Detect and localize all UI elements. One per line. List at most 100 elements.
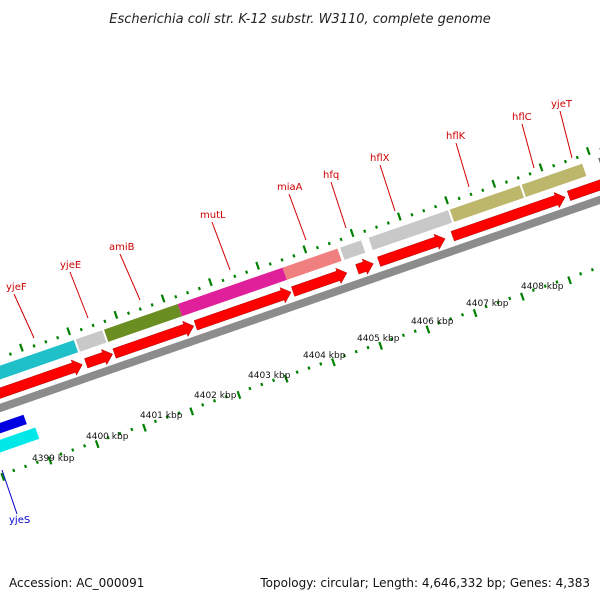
ruler-tick <box>401 333 405 338</box>
scale-tick <box>363 229 367 233</box>
scale-tick <box>434 204 438 209</box>
scale-tick <box>327 241 331 246</box>
scale-tick <box>481 188 485 193</box>
scale-tick <box>113 310 119 320</box>
scale-tick <box>56 335 60 340</box>
ruler-tick <box>319 362 323 366</box>
scale-tick <box>150 303 154 307</box>
ruler-tick <box>484 304 488 309</box>
gene-block <box>0 340 79 380</box>
gene-leader-line <box>288 193 307 241</box>
ruler-label: 4399 kbp <box>32 454 75 464</box>
scale-tick <box>174 294 178 299</box>
ruler-tick <box>153 419 157 424</box>
gene-block <box>282 248 342 280</box>
ruler-tick <box>579 272 583 276</box>
scale-tick <box>292 254 296 258</box>
genome-summary-text: Topology: circular; Length: 4,646,332 bp… <box>259 576 590 590</box>
ruler-tick <box>520 292 525 301</box>
scale-tick <box>516 176 520 180</box>
scale-tick <box>19 343 24 352</box>
gene-label: hflK <box>446 131 466 142</box>
scale-tick <box>66 327 71 336</box>
gene-label: hflC <box>512 112 532 123</box>
gene-block <box>104 304 182 342</box>
gene-block-reverse <box>0 414 27 434</box>
gene-label: amiB <box>109 242 135 253</box>
scale-tick <box>268 262 272 266</box>
ruler-tick <box>283 374 289 383</box>
ruler-tick <box>35 460 39 465</box>
scale-tick <box>315 245 319 250</box>
ruler-tick <box>224 394 228 399</box>
ruler-tick <box>212 399 217 403</box>
cds-arrow <box>291 267 348 297</box>
accession-text: Accession: AC_000091 <box>9 576 144 590</box>
cds-arrow <box>566 176 600 201</box>
scale-tick <box>585 146 591 156</box>
gene-label: mutL <box>200 210 226 221</box>
scale-tick <box>44 340 48 344</box>
map-layer: 4399 kbp 4400 kbp 4401 kbp 4402 kbp 4403 kbp… <box>0 99 600 526</box>
cds-arrow <box>84 349 113 369</box>
gene-block <box>75 330 107 352</box>
scale-tick <box>8 352 12 356</box>
ruler-tick <box>366 345 370 350</box>
scale-tick <box>280 258 284 262</box>
ruler-tick <box>413 329 417 333</box>
ruler-tick <box>307 366 311 370</box>
ruler-tick <box>425 325 431 334</box>
scale-tick <box>552 163 556 168</box>
gene-label: yjeT <box>551 99 573 110</box>
ruler-tick <box>555 280 559 284</box>
scale-tick <box>186 290 190 295</box>
ruler-tick <box>94 439 100 449</box>
ruler-label: 4406 kbp <box>411 317 454 327</box>
scale-tick <box>349 228 355 238</box>
ruler-label: 4403 kbp <box>248 371 291 381</box>
scale-tick <box>410 213 414 217</box>
ruler-tick <box>508 296 512 301</box>
gene-label: yjeF <box>6 282 27 293</box>
ruler-label: 4407 kbp <box>466 299 509 309</box>
scale-tick <box>469 192 473 197</box>
scale-tick <box>245 270 249 274</box>
gene-label: hflX <box>370 153 390 164</box>
ruler-tick <box>118 431 122 436</box>
gene-leader-line <box>559 110 573 159</box>
ruler-tick <box>354 349 358 354</box>
scale-tick <box>91 323 95 328</box>
scale-tick <box>457 196 461 201</box>
scale-tick <box>374 225 379 229</box>
map-title: Escherichia coli str. K-12 substr. W3110… <box>109 12 490 27</box>
gene-label: yjeS <box>9 515 30 526</box>
scale-tick <box>386 221 390 225</box>
ruler-tick <box>260 382 264 387</box>
scale-tick <box>504 180 508 184</box>
ruler-tick <box>472 308 478 318</box>
cds-arrow <box>0 359 83 399</box>
scale-tick <box>538 163 544 172</box>
ruler-tick <box>24 464 28 469</box>
gene-block <box>368 210 453 251</box>
scale-tick <box>221 278 225 283</box>
ruler-tick <box>460 313 465 317</box>
ruler-tick <box>567 276 572 285</box>
scale-tick <box>126 311 131 315</box>
ruler-tick <box>59 452 63 456</box>
scale-tick <box>255 261 260 270</box>
scale-tick <box>563 159 568 164</box>
cds-arrow <box>193 287 292 331</box>
ruler-tick <box>437 321 441 325</box>
cds-arrow <box>450 192 566 242</box>
scale-tick <box>491 179 497 188</box>
gene-block-reverse <box>0 427 40 453</box>
ruler-tick <box>165 415 169 419</box>
gene-leader-line <box>521 123 535 169</box>
gene-leader-line <box>455 142 470 188</box>
ruler-label: 4408 kbp <box>521 282 564 292</box>
ruler-label: 4400 kbp <box>86 432 129 442</box>
scale-tick <box>339 237 343 242</box>
scale-tick <box>197 286 201 291</box>
